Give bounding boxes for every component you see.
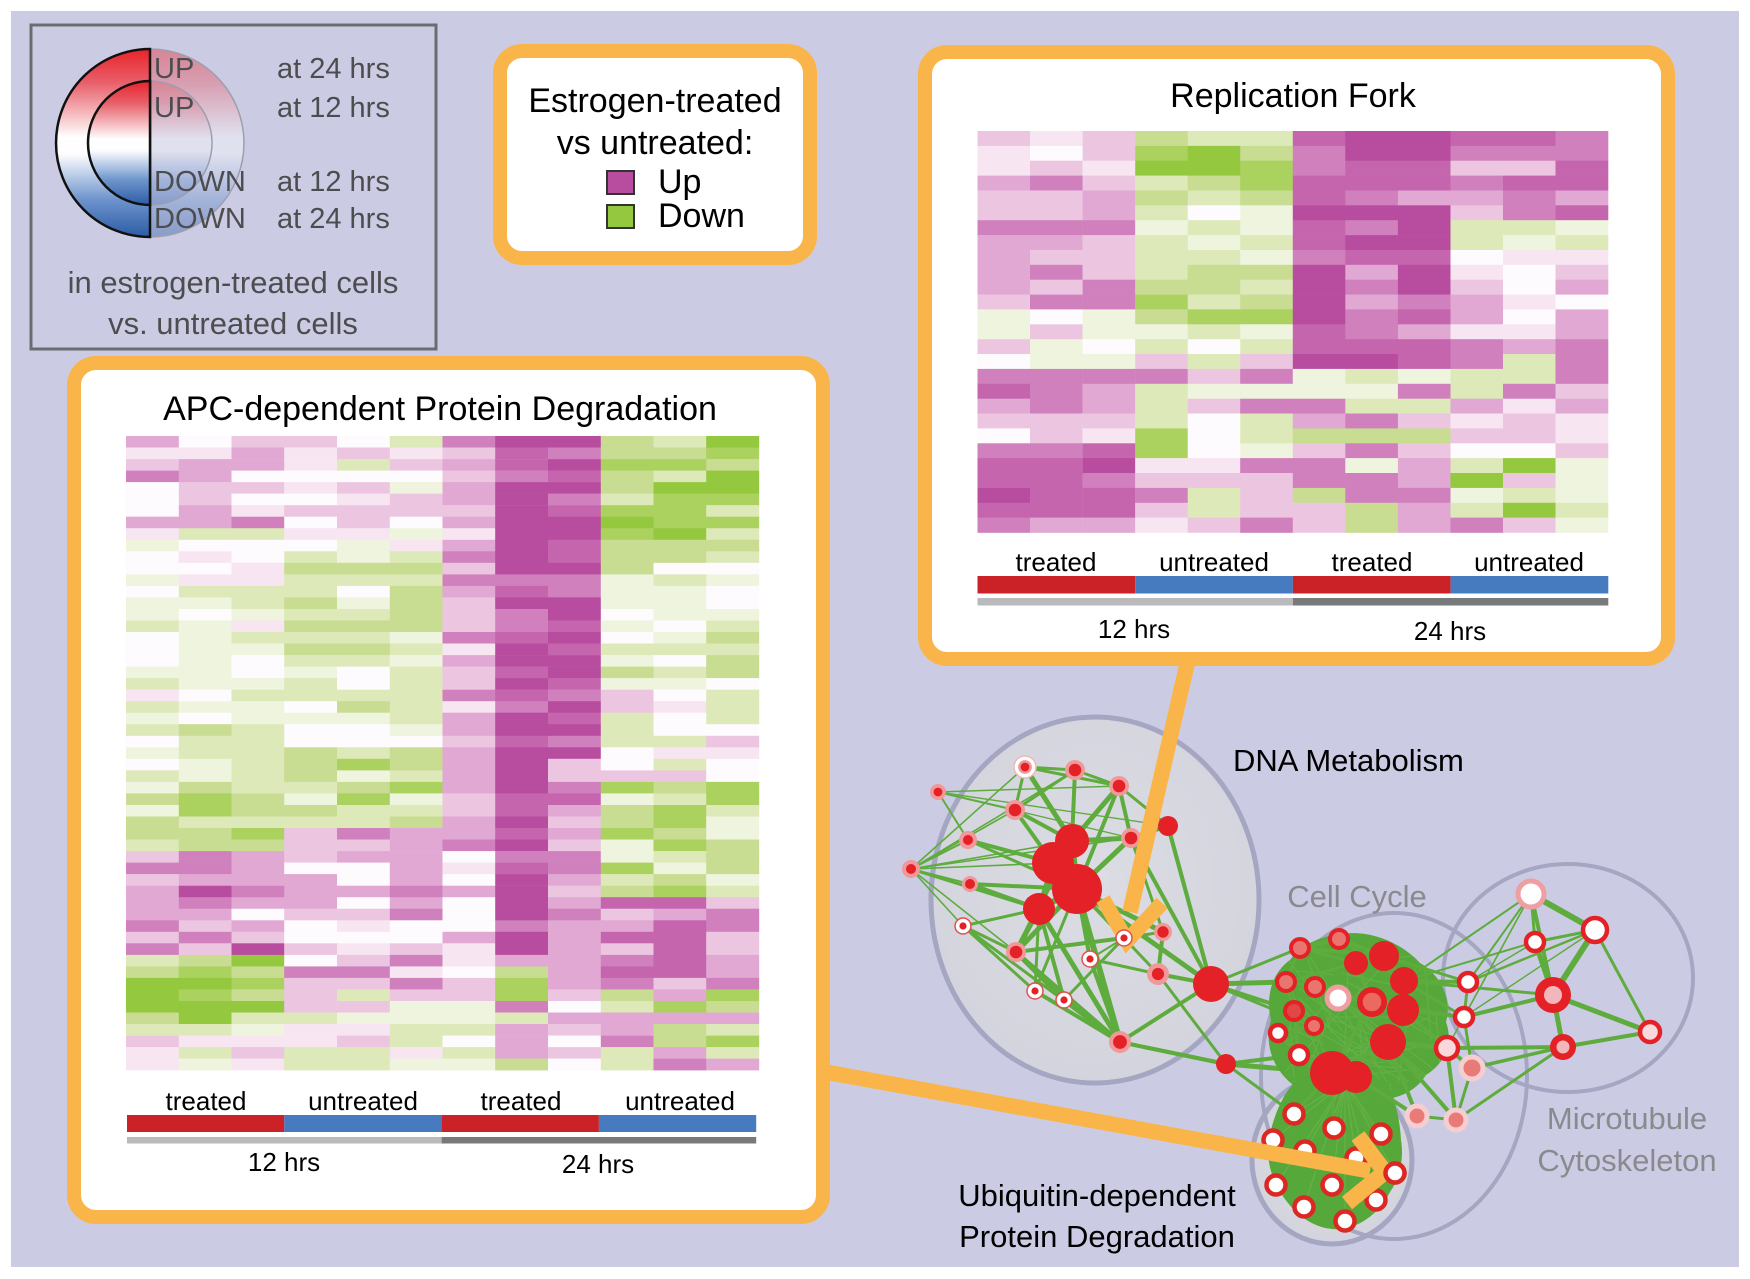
svg-text:DNA Metabolism: DNA Metabolism [1233, 743, 1464, 778]
svg-text:Up: Up [658, 163, 701, 201]
svg-text:Microtubule: Microtubule [1547, 1101, 1707, 1136]
svg-text:treated: treated [481, 1086, 562, 1116]
svg-text:at 12 hrs: at 12 hrs [277, 166, 390, 198]
svg-text:UP: UP [154, 92, 194, 124]
svg-text:Estrogen-treated: Estrogen-treated [528, 82, 781, 120]
svg-text:12 hrs: 12 hrs [248, 1147, 320, 1177]
svg-text:untreated: untreated [625, 1086, 735, 1116]
svg-text:Cell Cycle: Cell Cycle [1287, 879, 1427, 914]
svg-text:at 24 hrs: at 24 hrs [277, 53, 390, 85]
svg-text:12 hrs: 12 hrs [1098, 614, 1170, 644]
svg-text:vs untreated:: vs untreated: [557, 124, 754, 162]
svg-text:DOWN: DOWN [154, 166, 246, 198]
svg-text:Cytoskeleton: Cytoskeleton [1537, 1143, 1716, 1178]
svg-text:Protein Degradation: Protein Degradation [959, 1219, 1235, 1254]
svg-text:Down: Down [658, 197, 745, 235]
svg-text:Ubiquitin-dependent: Ubiquitin-dependent [958, 1178, 1236, 1213]
svg-text:APC-dependent Protein Degradat: APC-dependent Protein Degradation [163, 390, 717, 428]
svg-text:at 12 hrs: at 12 hrs [277, 92, 390, 124]
svg-text:in estrogen-treated cells: in estrogen-treated cells [68, 265, 399, 300]
svg-text:untreated: untreated [308, 1086, 418, 1116]
svg-text:untreated: untreated [1474, 547, 1584, 577]
svg-text:Replication Fork: Replication Fork [1170, 77, 1417, 115]
svg-text:vs. untreated cells: vs. untreated cells [108, 306, 358, 341]
svg-text:untreated: untreated [1159, 547, 1269, 577]
svg-text:treated: treated [1016, 547, 1097, 577]
svg-text:treated: treated [166, 1086, 247, 1116]
svg-text:at 24 hrs: at 24 hrs [277, 203, 390, 235]
svg-text:24 hrs: 24 hrs [1414, 616, 1486, 646]
svg-text:24 hrs: 24 hrs [562, 1149, 634, 1179]
svg-text:UP: UP [154, 53, 194, 85]
svg-text:treated: treated [1332, 547, 1413, 577]
svg-text:DOWN: DOWN [154, 203, 246, 235]
